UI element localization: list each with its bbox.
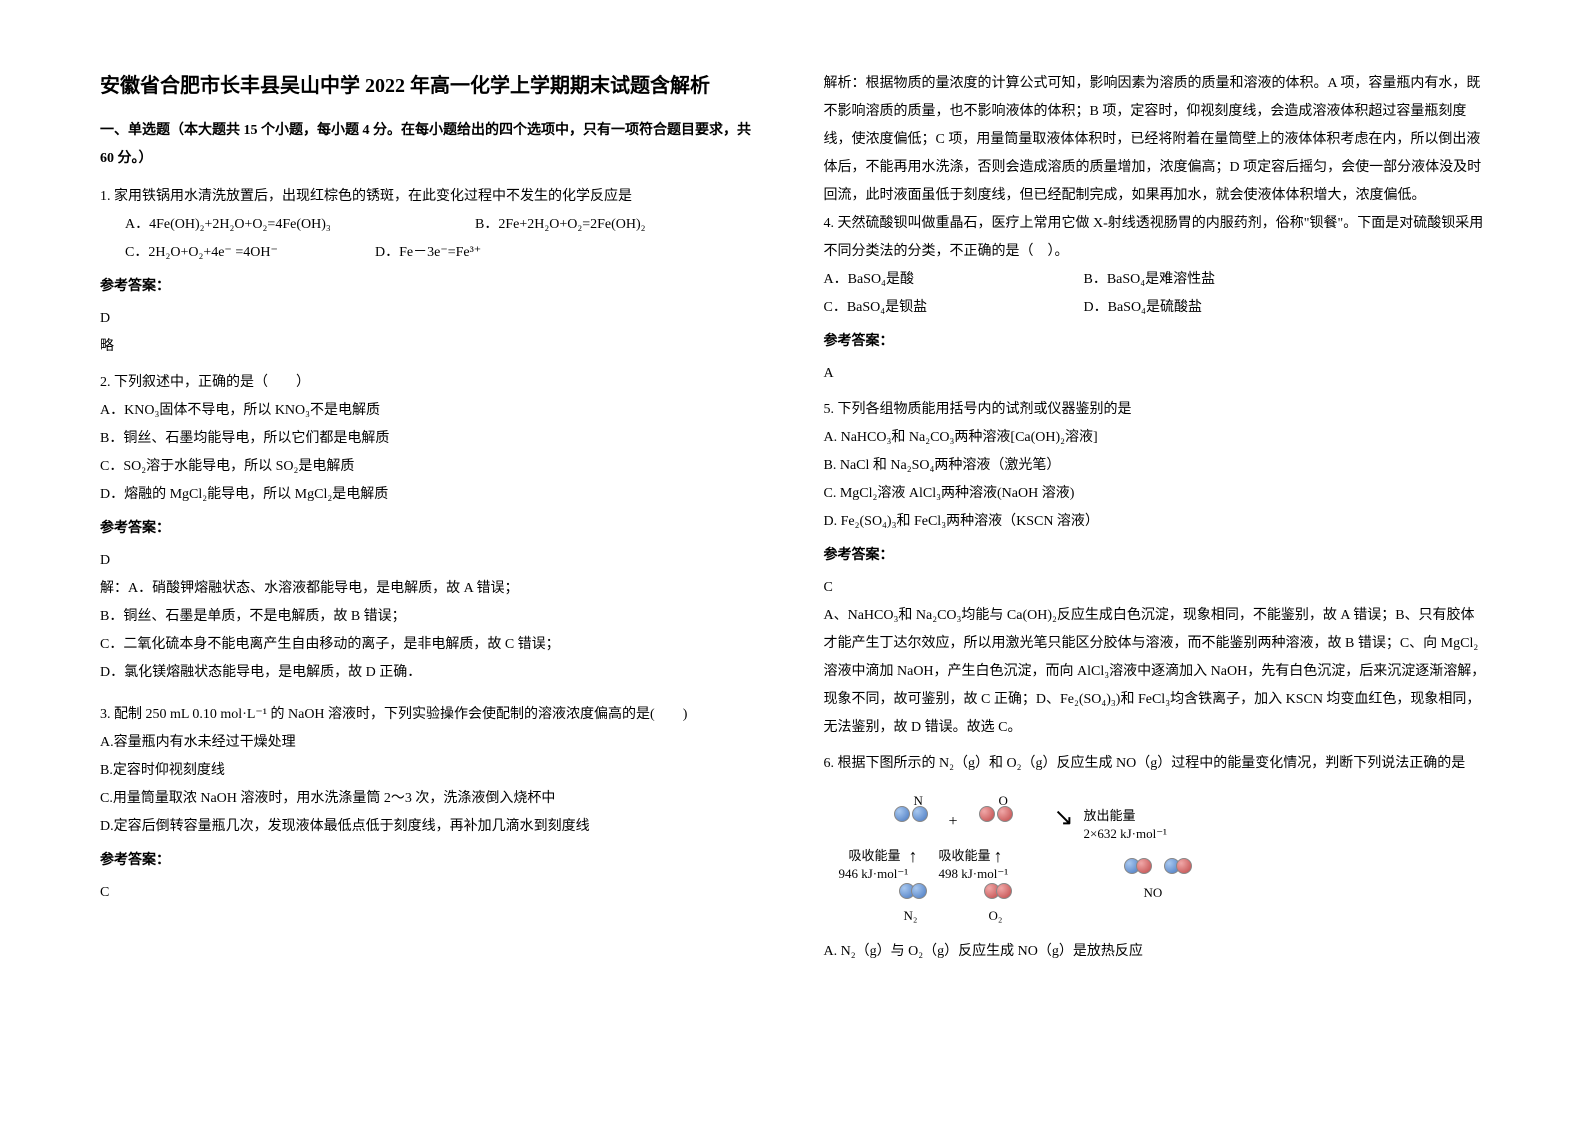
q3-opt-a: A.容量瓶内有水未经过干燥处理 <box>100 729 764 757</box>
answer-label: 参考答案： <box>824 328 1488 356</box>
n2-molecule <box>899 883 927 899</box>
q5-opt-d: D. Fe₂(SO₄)₃和 FeCl₃两种溶液（KSCN 溶液） <box>824 508 1488 536</box>
plus-icon: + <box>949 806 958 838</box>
atom-icon <box>979 806 995 822</box>
q2-opt-b: B．铜丝、石墨均能导电，所以它们都是电解质 <box>100 425 764 453</box>
q4-opt-c: C．BaSO₄是钡盐 <box>824 294 1004 322</box>
question-6: 6. 根据下图所示的 N₂（g）和 O₂（g）反应生成 NO（g）过程中的能量变… <box>824 750 1488 966</box>
q5-text: 5. 下列各组物质能用括号内的试剂或仪器鉴别的是 <box>824 396 1488 424</box>
q1-opt-d: D．Fe－3e⁻=Fe³⁺ <box>375 239 481 267</box>
q3-explain: 解析：根据物质的量浓度的计算公式可知，影响因素为溶质的质量和溶液的体积。A 项，… <box>824 70 1488 210</box>
q1-opt-a: A．4Fe(OH)₂+2H₂O+O₂=4Fe(OH)₃ <box>125 211 475 239</box>
q3-text: 3. 配制 250 mL 0.10 mol·L⁻¹ 的 NaOH 溶液时，下列实… <box>100 701 764 729</box>
q2-ex-c: C．二氧化硫本身不能电离产生自由移动的离子，是非电解质，故 C 错误； <box>100 631 764 659</box>
q2-opt-c: C．SO₂溶于水能导电，所以 SO₂是电解质 <box>100 453 764 481</box>
arrow-up-icon: ↑ <box>909 838 918 874</box>
q3-opt-b: B.定容时仰视刻度线 <box>100 757 764 785</box>
q3-opt-d: D.定容后倒转容量瓶几次，发现液体最低点低于刻度线，再补加几滴水到刻度线 <box>100 813 764 841</box>
atom-icon <box>1136 858 1152 874</box>
atom-icon <box>894 806 910 822</box>
q2-opt-d: D．熔融的 MgCl₂能导电，所以 MgCl₂是电解质 <box>100 481 764 509</box>
question-2: 2. 下列叙述中，正确的是（ ） A．KNO₃固体不导电，所以 KNO₃不是电解… <box>100 369 764 687</box>
q2-ex-b: B．铜丝、石墨是单质，不是电解质，故 B 错误； <box>100 603 764 631</box>
q5-answer: C <box>824 574 1488 602</box>
release-value: 2×632 kJ·mol⁻¹ <box>1084 821 1167 847</box>
n2-label: N₂ <box>904 903 918 929</box>
o-atoms <box>979 806 1013 822</box>
atom-icon <box>911 883 927 899</box>
q2-ex-d: D．氯化镁熔融状态能导电，是电解质，故 D 正确． <box>100 659 764 687</box>
q5-opt-c: C. MgCl₂溶液 AlCl₃两种溶液(NaOH 溶液) <box>824 480 1488 508</box>
no-molecule <box>1124 858 1152 874</box>
q4-opt-d: D．BaSO₄是硫酸盐 <box>1084 294 1202 322</box>
answer-label: 参考答案： <box>100 515 764 543</box>
n-atoms <box>894 806 928 822</box>
q1-answer: D <box>100 305 764 333</box>
q2-opt-a: A．KNO₃固体不导电，所以 KNO₃不是电解质 <box>100 397 764 425</box>
o2-label: O₂ <box>989 903 1003 929</box>
q4-text: 4. 天然硫酸钡叫做重晶石，医疗上常用它做 X-射线透视肠胃的内服药剂，俗称"钡… <box>824 210 1488 266</box>
answer-label: 参考答案： <box>824 542 1488 570</box>
q6-text: 6. 根据下图所示的 N₂（g）和 O₂（g）反应生成 NO（g）过程中的能量变… <box>824 750 1488 778</box>
no-label: NO <box>1144 880 1163 906</box>
q6-opt-a: A. N₂（g）与 O₂（g）反应生成 NO（g）是放热反应 <box>824 938 1488 966</box>
q1-text: 1. 家用铁锅用水清洗放置后，出现红棕色的锈斑，在此变化过程中不发生的化学反应是 <box>100 183 764 211</box>
q5-explain: A、NaHCO₃和 Na₂CO₃均能与 Ca(OH)₂反应生成白色沉淀，现象相同… <box>824 602 1488 742</box>
no-molecule <box>1164 858 1192 874</box>
answer-label: 参考答案： <box>100 847 764 875</box>
question-5: 5. 下列各组物质能用括号内的试剂或仪器鉴别的是 A. NaHCO₃和 Na₂C… <box>824 396 1488 742</box>
left-column: 安徽省合肥市长丰县吴山中学 2022 年高一化学上学期期末试题含解析 一、单选题… <box>100 70 764 1052</box>
arrow-down-icon: ↘ <box>1054 806 1074 830</box>
atom-icon <box>997 806 1013 822</box>
document-title: 安徽省合肥市长丰县吴山中学 2022 年高一化学上学期期末试题含解析 <box>100 70 764 102</box>
q4-opt-b: B．BaSO₄是难溶性盐 <box>1084 266 1216 294</box>
q2-text: 2. 下列叙述中，正确的是（ ） <box>100 369 764 397</box>
q3-answer: C <box>100 879 764 907</box>
section-intro: 一、单选题（本大题共 15 个小题，每小题 4 分。在每小题给出的四个选项中，只… <box>100 117 764 173</box>
atom-icon <box>912 806 928 822</box>
q5-opt-a: A. NaHCO₃和 Na₂CO₃两种溶液[Ca(OH)₂溶液] <box>824 424 1488 452</box>
q5-opt-b: B. NaCl 和 Na₂SO₄两种溶液（激光笔） <box>824 452 1488 480</box>
energy-diagram: N O + 放出能量 2×632 kJ·mol⁻¹ ↘ ↑ ↑ 吸收能量 946… <box>854 788 1254 928</box>
right-column: 解析：根据物质的量浓度的计算公式可知，影响因素为溶质的质量和溶液的体积。A 项，… <box>824 70 1488 1052</box>
q1-opt-b: B．2Fe+2H₂O+O₂=2Fe(OH)₂ <box>475 211 646 239</box>
q4-answer: A <box>824 360 1488 388</box>
q1-opt-c: C．2H₂O+O₂+4e⁻ =4OH⁻ <box>125 239 375 267</box>
question-1: 1. 家用铁锅用水清洗放置后，出现红棕色的锈斑，在此变化过程中不发生的化学反应是… <box>100 183 764 361</box>
q2-ex-a: 解：A．硝酸钾熔融状态、水溶液都能导电，是电解质，故 A 错误； <box>100 575 764 603</box>
q3-opt-c: C.用量筒量取浓 NaOH 溶液时，用水洗涤量筒 2～3 次，洗涤液倒入烧杯中 <box>100 785 764 813</box>
q2-answer: D <box>100 547 764 575</box>
answer-label: 参考答案： <box>100 273 764 301</box>
q4-opt-a: A．BaSO₄是酸 <box>824 266 1004 294</box>
atom-icon <box>1176 858 1192 874</box>
q1-explain: 略 <box>100 333 764 361</box>
o2-molecule <box>984 883 1012 899</box>
question-4: 4. 天然硫酸钡叫做重晶石，医疗上常用它做 X-射线透视肠胃的内服药剂，俗称"钡… <box>824 210 1488 388</box>
question-3: 3. 配制 250 mL 0.10 mol·L⁻¹ 的 NaOH 溶液时，下列实… <box>100 701 764 907</box>
atom-icon <box>996 883 1012 899</box>
